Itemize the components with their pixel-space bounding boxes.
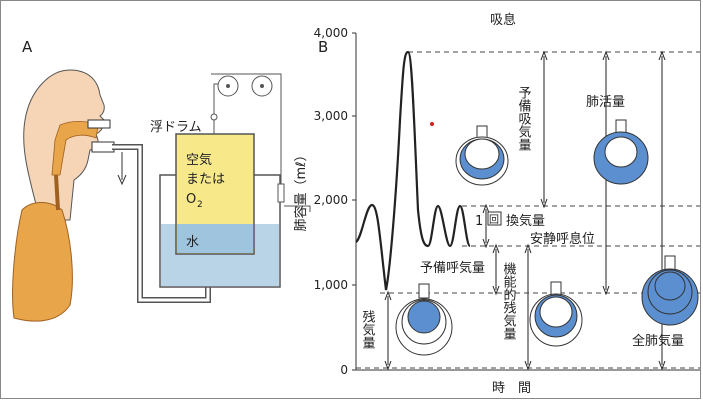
y-tick-2000: 2,000 [314,193,348,207]
or-label: または [186,172,225,187]
lung-illustration [12,202,73,322]
y-tick-0: 0 [340,363,348,377]
residual-volume-label: 残気量 [360,310,376,349]
erv-label: 予備呼気量 [420,260,485,276]
tlc-label: 全肺気量 [632,333,684,349]
o2-label: O [186,192,196,207]
inspiration-label: 吸息 [490,12,516,28]
panel-a-label: A [22,38,33,56]
nose-clip [87,119,111,129]
counterweight [277,183,285,203]
y-axis-label: 肺容量（mℓ） [293,148,309,231]
tidal-volume-label: 換気量 [506,213,545,229]
lung-balloon-frc [529,281,583,347]
y-tick-3000: 3,000 [314,109,348,123]
lung-balloon-residual [395,283,453,356]
marker-dot [430,122,434,126]
frc-label: 機能的残気量 [501,262,517,340]
water-label: 水 [186,235,199,250]
air-label: 空気 [186,152,212,168]
y-tick-1000: 1,000 [314,278,348,292]
lung-balloon-tlc [641,255,699,326]
vital-capacity-label: 肺活量 [586,95,625,110]
o2-subscript: 2 [197,200,203,210]
tidal-kai-label: 回 [489,214,499,226]
spirogram-trace [355,50,472,291]
trachea [54,174,60,211]
mouthpiece [91,141,115,153]
y-tick-4000: 4,000 [314,26,348,40]
panel-b-label: B [318,38,328,56]
float-drum-label: 浮ドラム [150,120,202,135]
lung-balloon-vital [593,119,649,185]
irv-label: 予備吸気量 [516,86,532,151]
time-label: 時 間 [492,381,531,396]
lung-balloon-tidal [455,125,509,186]
tidal-number-label: 1 [475,214,483,229]
rest-position-label: 安静呼息位 [530,231,595,247]
recorder-pen [284,205,311,212]
airway-illustration [51,120,99,176]
